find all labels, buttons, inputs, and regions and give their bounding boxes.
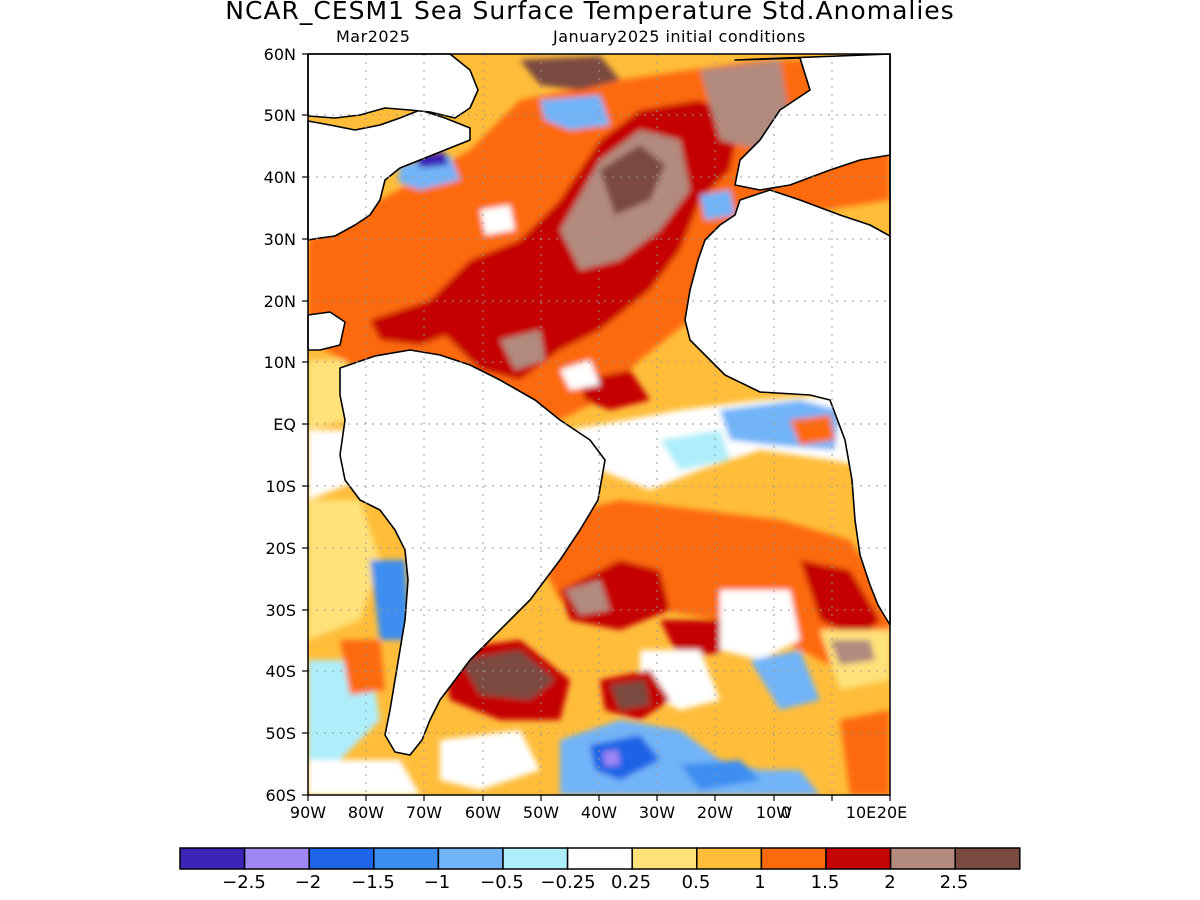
colorbar-swatch [889, 847, 956, 870]
north-america-land [307, 109, 471, 241]
lat-label-50n: 50N [263, 106, 296, 125]
lon-label-90w: 90W [289, 803, 327, 822]
lat-label-50s: 50S [265, 724, 296, 743]
colorbar [179, 847, 1021, 870]
colorbar-swatch [308, 847, 375, 870]
lon-label-50w: 50W [522, 803, 560, 822]
lon-label-40w: 40W [580, 803, 618, 822]
colorbar-label: 2 [884, 872, 896, 893]
lat-label-30n: 30N [263, 230, 296, 249]
lon-label-0: 0 [780, 803, 792, 822]
lat-label-30s: 30S [265, 601, 296, 620]
colorbar-swatch [825, 847, 892, 870]
central-america-land [307, 311, 346, 351]
africa-europe-land [684, 53, 891, 626]
colorbar-swatch [373, 847, 440, 870]
lon-label-10w: 10W [755, 803, 793, 822]
colorbar-label: 0.25 [610, 872, 652, 893]
colorbar-swatch [502, 847, 569, 870]
axis-ticks [302, 53, 891, 801]
colorbar-label: −0.25 [540, 872, 596, 893]
colorbar-label: −2.5 [222, 872, 266, 893]
colorbar-label: 1 [754, 872, 766, 893]
lon-label-10e: 10E [845, 803, 877, 822]
lat-label-40s: 40S [265, 662, 296, 681]
land-masses [307, 53, 891, 756]
map-title: NCAR_CESM1 Sea Surface Temperature Std.A… [225, 0, 955, 25]
colorbar-label: −2 [294, 872, 322, 893]
lon-label-20w: 20W [696, 803, 734, 822]
lon-label-70w: 70W [405, 803, 443, 822]
colorbar-label: −1.5 [351, 872, 395, 893]
colorbar-label: 0.5 [681, 872, 711, 893]
colorbar-swatch [631, 847, 698, 870]
colorbar-label: 1.5 [810, 872, 840, 893]
colorbar-label: 2.5 [939, 872, 969, 893]
lon-label-60w: 60W [464, 803, 502, 822]
colorbar-swatch [566, 847, 633, 870]
colorbar-swatch [437, 847, 504, 870]
colorbar-swatch [696, 847, 763, 870]
south-america-land [339, 349, 606, 756]
colorbar-swatch [243, 847, 310, 870]
lon-label-30w: 30W [638, 803, 676, 822]
colorbar-swatch [179, 847, 246, 870]
lat-label-10n: 10N [263, 353, 296, 372]
lat-label-eq: EQ [273, 415, 296, 434]
lat-label-10s: 10S [265, 477, 296, 496]
lat-label-20n: 20N [263, 292, 296, 311]
lon-label-20e: 20E [876, 803, 908, 822]
lat-label-60s: 60S [265, 786, 296, 805]
grid-lines [308, 54, 890, 795]
europe-land [734, 53, 891, 191]
canada-land [307, 53, 479, 119]
initial-conditions-label: January2025 initial conditions [553, 27, 806, 46]
lat-label-40n: 40N [263, 168, 296, 187]
forecast-month: Mar2025 [336, 27, 411, 46]
colorbar-label: −1 [423, 872, 451, 893]
lat-label-20s: 20S [265, 539, 296, 558]
colorbar-swatch [954, 847, 1021, 870]
colorbar-swatch [760, 847, 827, 870]
lon-label-80w: 80W [347, 803, 385, 822]
colorbar-label: −0.5 [480, 872, 524, 893]
lat-label-60n: 60N [263, 45, 296, 64]
